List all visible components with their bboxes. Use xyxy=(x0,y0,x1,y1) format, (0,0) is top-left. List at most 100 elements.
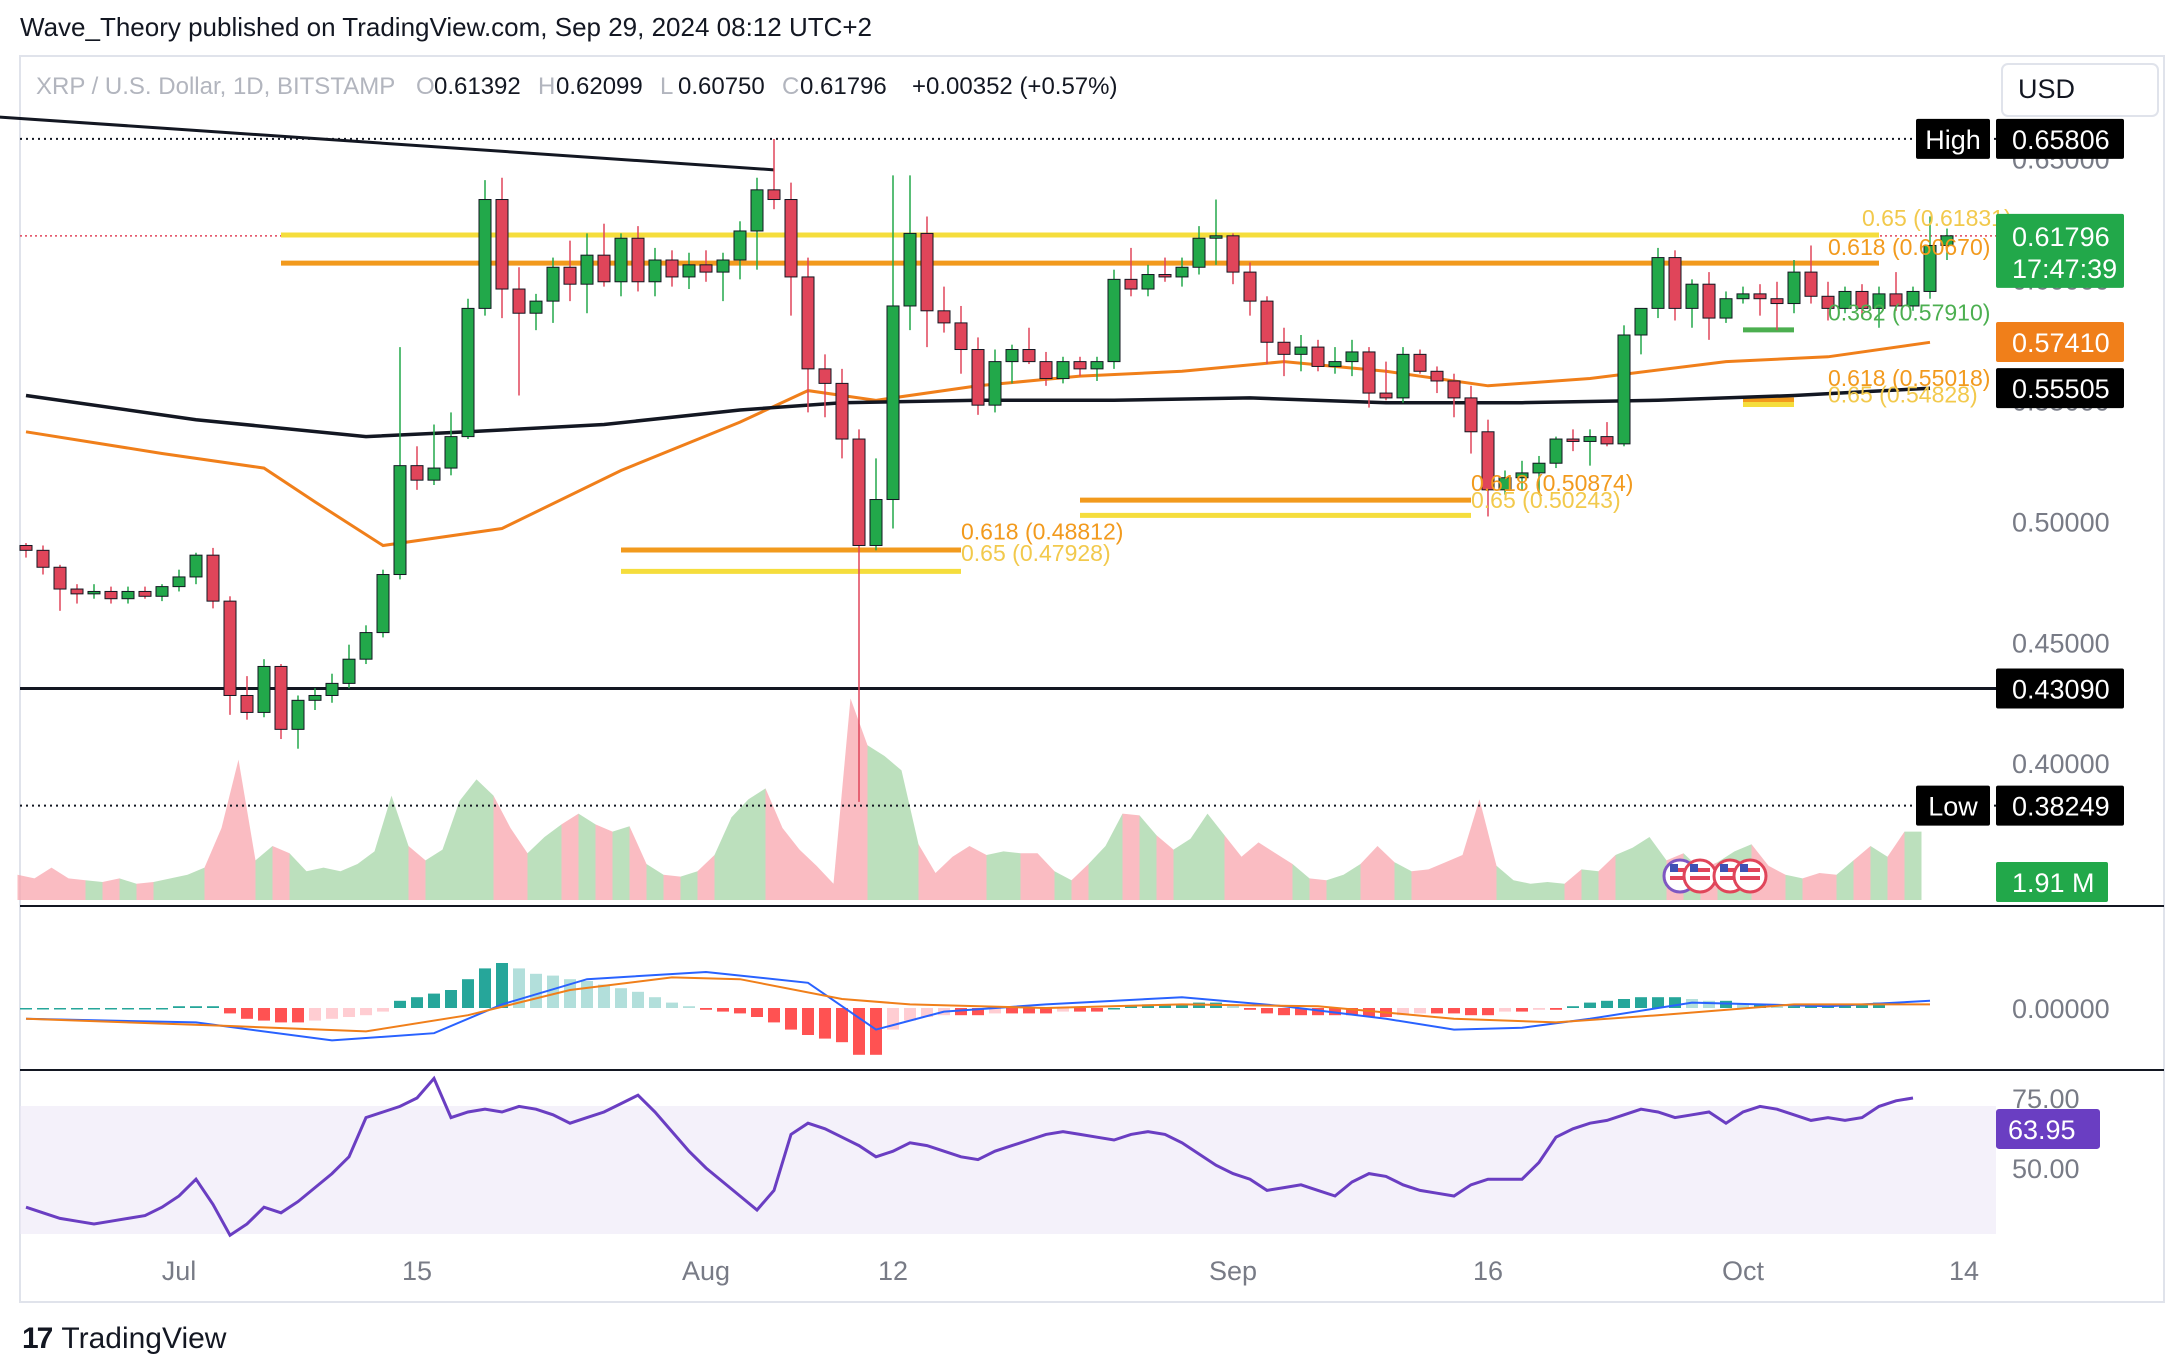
us-flag-event-icon xyxy=(1690,868,1710,872)
volume-bar xyxy=(544,824,562,900)
volume-bar xyxy=(765,788,783,900)
us-flag-event-icon xyxy=(1740,868,1760,872)
candle-body xyxy=(1192,237,1206,268)
volume-bar xyxy=(663,874,681,900)
volume-bar xyxy=(1224,835,1242,900)
rsi-value: 63.95 xyxy=(2008,1115,2076,1145)
candle-body xyxy=(342,658,356,684)
macd-histogram-bar xyxy=(1091,1008,1103,1012)
trendline xyxy=(0,115,775,172)
us-flag-event-icon xyxy=(1740,876,1760,880)
candle-body xyxy=(920,232,934,312)
volume-bar xyxy=(85,880,103,900)
volume-bar xyxy=(1564,869,1582,900)
candle-body xyxy=(1294,346,1308,355)
candle-body xyxy=(1549,438,1563,464)
candle-body xyxy=(1770,298,1784,305)
volume-bar xyxy=(1241,842,1259,900)
macd-histogram-bar xyxy=(1567,1006,1579,1008)
volume-bar xyxy=(1292,864,1310,900)
macd-histogram-bar xyxy=(802,1008,814,1035)
volume-bar xyxy=(1581,869,1599,900)
candle-body xyxy=(1430,370,1444,382)
volume-bar xyxy=(221,759,239,900)
fib-label: 0.65 (0.50243) xyxy=(1471,487,1621,513)
macd-histogram-bar xyxy=(1533,1008,1545,1010)
candle-body xyxy=(291,699,305,730)
macd-histogram-bar xyxy=(989,1008,1001,1014)
macd-histogram-bar xyxy=(734,1008,746,1014)
volume-bar xyxy=(1343,864,1361,900)
candle-body xyxy=(1804,271,1818,297)
candle-body xyxy=(308,694,322,701)
macd-histogram-bar xyxy=(122,1008,134,1010)
macd-histogram-bar xyxy=(1856,1004,1868,1008)
candle-body xyxy=(1039,361,1053,380)
candle-body xyxy=(937,310,951,324)
candle-body xyxy=(818,368,832,384)
candle-body xyxy=(53,566,67,590)
fib-label: 0.65 (0.54828) xyxy=(1828,382,1978,408)
volume-bar xyxy=(1003,851,1021,900)
macd-histogram-bar xyxy=(360,1008,372,1016)
macd-histogram-bar xyxy=(309,1008,321,1021)
macd-histogram-bar xyxy=(462,979,474,1008)
date-tick: Oct xyxy=(1722,1256,1765,1286)
volume-bar xyxy=(1853,846,1871,900)
volume-bar xyxy=(561,813,579,900)
volume-bar xyxy=(153,878,171,900)
candle-body xyxy=(478,199,492,309)
candle-body xyxy=(121,590,135,600)
candle-body xyxy=(1209,235,1223,239)
macd-histogram-bar xyxy=(1618,999,1630,1008)
tradingview-branding[interactable]: 17 TradingView xyxy=(22,1322,226,1356)
fibonacci-zones xyxy=(281,232,1879,574)
candle-body xyxy=(1226,235,1240,273)
candle-body xyxy=(665,259,679,278)
candle-body xyxy=(1940,235,1954,246)
macd-histogram-bar xyxy=(547,975,559,1008)
candle-body xyxy=(784,199,798,278)
candle-body xyxy=(733,230,747,261)
macd-histogram-bar xyxy=(1023,1008,1035,1014)
volume-bar xyxy=(255,846,273,900)
low-label: 0.38249 xyxy=(2012,792,2110,822)
volume-bar xyxy=(510,828,528,900)
candle-body xyxy=(631,237,645,283)
volume-value: 1.91 M xyxy=(2012,868,2095,898)
fib-label: 0.65 (0.47928) xyxy=(961,540,1111,566)
macd-histogram-bar xyxy=(275,1008,287,1023)
macd-histogram-bar xyxy=(1669,997,1681,1008)
volume-bar xyxy=(901,770,919,900)
candle-body xyxy=(1107,278,1121,363)
publisher-line: Wave_Theory published on TradingView.com… xyxy=(20,12,873,42)
volume-bar xyxy=(442,801,460,900)
candle-body xyxy=(1532,462,1546,474)
candle-body xyxy=(563,266,577,285)
macd-histogram-bar xyxy=(666,1002,678,1008)
volume-bar xyxy=(629,826,647,900)
macd-histogram-bar xyxy=(598,984,610,1008)
currency-selector[interactable]: USD xyxy=(2018,74,2075,104)
candle-body xyxy=(1685,283,1699,309)
candle-body xyxy=(1787,271,1801,305)
volume-bar xyxy=(391,795,409,900)
volume-bar xyxy=(459,779,477,900)
macd-pane: 0.00000 xyxy=(20,963,2110,1055)
volume-bar xyxy=(969,846,987,900)
volume-bar xyxy=(1326,874,1344,900)
volume-bar xyxy=(425,849,443,900)
candle-body xyxy=(1277,341,1291,355)
macd-histogram-bar xyxy=(921,1008,933,1017)
macd-histogram-bar xyxy=(768,1008,780,1023)
candle-body xyxy=(1481,431,1495,491)
macd-histogram-bar xyxy=(1006,1008,1018,1014)
candle-body xyxy=(427,467,441,481)
candle-body xyxy=(206,554,220,602)
candle-body xyxy=(1379,392,1393,399)
candle-body xyxy=(1090,361,1104,370)
date-tick: Aug xyxy=(682,1256,730,1286)
